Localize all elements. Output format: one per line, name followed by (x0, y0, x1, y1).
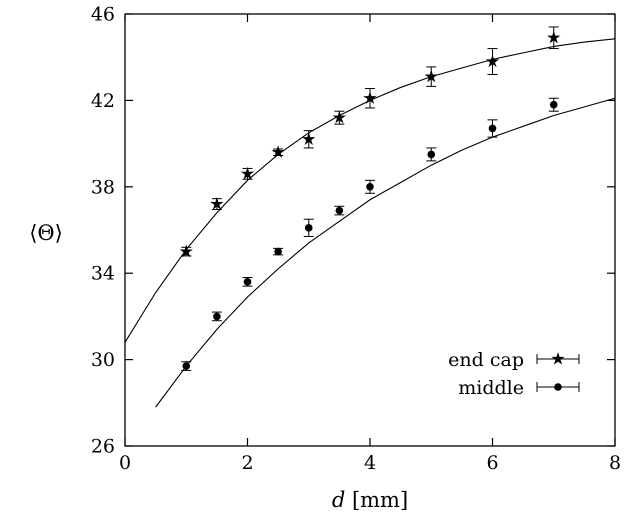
x-axis-label: d [mm] (332, 488, 408, 512)
point-end-cap (332, 110, 347, 124)
legend-marker (554, 383, 562, 391)
y-tick-label: 26 (91, 436, 115, 458)
x-tick-label: 6 (486, 452, 498, 474)
y-tick-label: 42 (91, 90, 115, 112)
point-middle (549, 100, 558, 109)
point-middle (274, 247, 282, 256)
point-end-cap (547, 30, 561, 44)
point-middle (182, 362, 191, 370)
x-tick-label: 4 (364, 452, 376, 474)
legend-marker (551, 352, 565, 365)
point-middle (304, 224, 313, 232)
point-middle (335, 206, 344, 215)
x-tick-label: 0 (119, 452, 131, 474)
point-middle (213, 312, 221, 321)
point-middle (488, 124, 497, 133)
point-middle (243, 278, 252, 286)
legend-symbol-middle (536, 382, 580, 392)
y-tick-label: 30 (91, 349, 115, 371)
y-tick-label: 34 (91, 263, 115, 285)
y-tick-label: 46 (91, 4, 115, 26)
legend: end cap middle (448, 349, 580, 399)
plot-frame (124, 13, 616, 447)
legend-symbol-end-cap (536, 352, 580, 365)
x-axis-variable: d (332, 488, 345, 512)
point-middle (427, 150, 436, 159)
point-end-cap (424, 69, 438, 83)
point-end-cap (271, 145, 285, 158)
legend-label-end-cap: end cap (448, 349, 524, 371)
fit-curve-middle (155, 97, 616, 408)
point-end-cap (485, 54, 500, 68)
y-tick-label: 38 (91, 176, 115, 198)
data-points (179, 26, 561, 371)
legend-label-middle: middle (458, 377, 524, 399)
x-axis-unit: [mm] (352, 488, 408, 512)
point-end-cap (363, 91, 377, 104)
point-end-cap (302, 132, 316, 145)
x-tick-label: 2 (241, 452, 253, 474)
point-end-cap (179, 244, 193, 258)
y-axis-label: ⟨Θ⟩ (29, 221, 63, 245)
x-tick-label: 8 (609, 452, 621, 474)
point-middle (366, 183, 374, 191)
point-end-cap (240, 166, 255, 180)
point-end-cap (210, 197, 224, 210)
